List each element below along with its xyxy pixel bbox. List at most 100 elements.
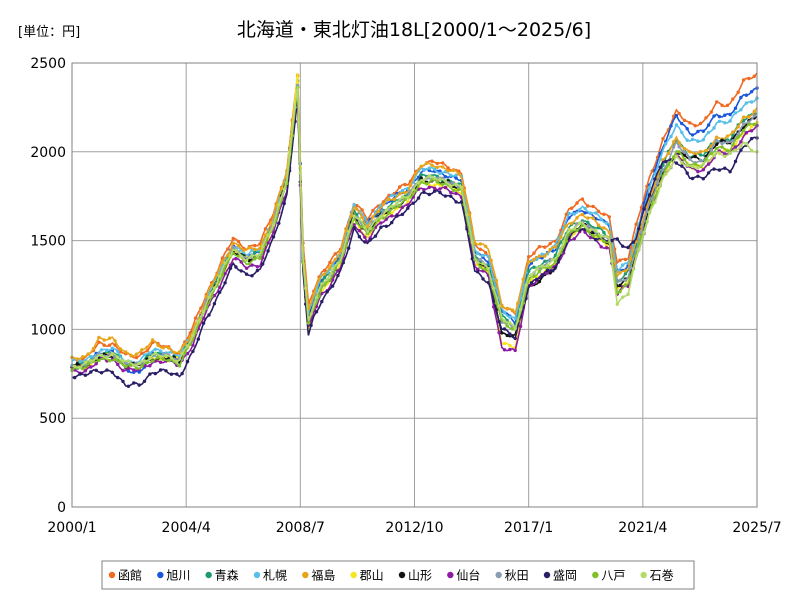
series-point [148, 356, 152, 361]
series-point [540, 264, 544, 268]
series-point [747, 76, 751, 81]
series-point [416, 196, 421, 200]
series-point [747, 115, 751, 119]
series-point [306, 321, 311, 325]
series-point [747, 122, 751, 126]
series-point [226, 253, 230, 257]
series-point [328, 260, 332, 265]
series-point [575, 228, 579, 233]
series-point [685, 127, 689, 131]
series-point [650, 169, 654, 173]
series-point [572, 237, 576, 241]
series-point [492, 277, 496, 281]
series-point [266, 249, 270, 253]
series-point [239, 260, 243, 264]
series-point [438, 190, 442, 195]
unit-label: [単位：円] [18, 24, 80, 40]
series-point [89, 354, 93, 359]
series-point [408, 183, 413, 188]
series-point [344, 228, 348, 233]
series-point [502, 348, 507, 352]
series-point [739, 140, 743, 144]
series-point [484, 251, 488, 255]
series-point [220, 273, 225, 277]
series-point [744, 131, 748, 135]
series-point [666, 151, 671, 156]
series-point [698, 149, 703, 154]
series-point [145, 360, 149, 365]
grid-lines [71, 62, 758, 508]
legend-label: 札幌 [263, 568, 287, 583]
series-point [680, 130, 684, 135]
series-point [529, 273, 534, 277]
series-point [473, 241, 477, 245]
series-point [736, 90, 740, 94]
series-point [709, 110, 713, 114]
series-point [650, 196, 654, 200]
series-point [540, 274, 544, 278]
series-point [744, 101, 748, 105]
series-point [110, 346, 115, 350]
series-point [478, 258, 482, 262]
series-point [236, 239, 241, 244]
series-point [470, 257, 474, 261]
series-point [674, 123, 679, 127]
series-point [486, 280, 491, 285]
series-point [607, 215, 611, 219]
series-point [325, 277, 329, 282]
legend-marker [543, 571, 551, 579]
series-point [357, 235, 362, 239]
series-point [392, 205, 397, 210]
series-point [658, 157, 662, 161]
series-point [336, 269, 340, 273]
series-point [752, 122, 756, 127]
series-point [175, 372, 179, 376]
series-point [607, 230, 611, 235]
series-point [661, 158, 665, 162]
series-point [357, 229, 362, 233]
series-point [242, 248, 246, 252]
series-point [739, 148, 743, 152]
series-point [733, 159, 738, 164]
series-point [698, 153, 703, 157]
series-point [586, 220, 590, 224]
series-point [419, 164, 423, 169]
legend-marker [495, 571, 502, 579]
series-point [142, 353, 147, 357]
series-point [239, 269, 243, 273]
series-point [669, 134, 673, 139]
series-point [741, 128, 746, 133]
series-point [712, 153, 716, 158]
series-point [682, 157, 687, 162]
series-point [309, 323, 313, 327]
series-point [212, 293, 217, 298]
series-point [497, 319, 501, 324]
series-point [674, 161, 679, 165]
series-point [443, 185, 448, 190]
series-point [682, 153, 687, 157]
series-山形 [70, 85, 758, 370]
series-point [502, 341, 507, 346]
series-point [347, 229, 351, 234]
series-point [247, 246, 251, 250]
series-point [642, 207, 646, 211]
series-point [712, 114, 716, 118]
series-point [83, 369, 88, 373]
series-point [97, 335, 101, 340]
series-point [626, 292, 630, 296]
series-point [150, 359, 155, 363]
series-point [454, 182, 458, 186]
series-point [244, 272, 249, 276]
series-point [341, 249, 345, 253]
series-point [244, 258, 249, 262]
series-point [548, 265, 552, 270]
series-point [298, 171, 302, 175]
series-point [728, 170, 732, 174]
series-point [604, 221, 609, 225]
series-point [97, 351, 101, 356]
series-point [390, 211, 394, 215]
series-point [255, 254, 260, 258]
series-point [567, 227, 571, 232]
series-point [602, 226, 606, 230]
legend-item: 福島 [302, 568, 335, 583]
